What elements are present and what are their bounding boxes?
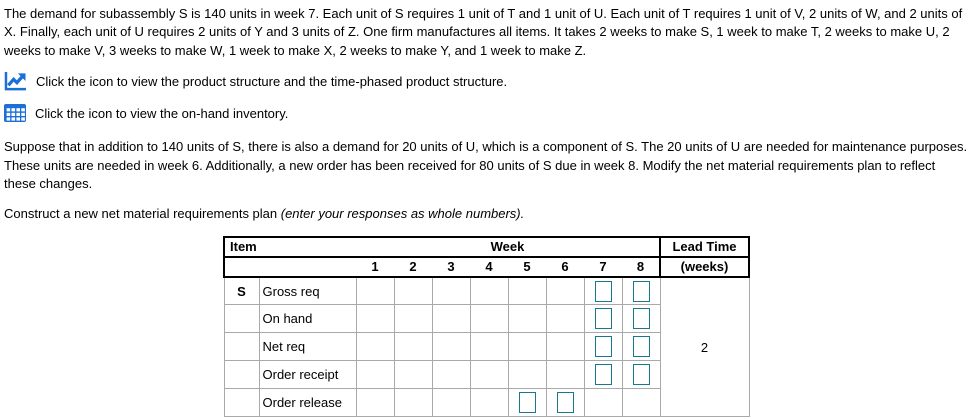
on-hand-week-4-cell: [469, 304, 509, 334]
input-net-req-week-8[interactable]: [632, 336, 650, 358]
instruction-text: Construct a new net material requirement…: [4, 205, 969, 223]
input-order-receipt-week-7[interactable]: [594, 364, 612, 386]
order-release-week-6-cell: [545, 388, 585, 417]
order-release-week-2-cell: [393, 388, 433, 417]
on-hand-week-3-cell: [431, 304, 471, 334]
problem-statement: The demand for subassembly S is 140 unit…: [4, 6, 963, 58]
gross-req-week-8-cell: [621, 276, 661, 306]
input-order-release-week-5[interactable]: [518, 392, 536, 414]
order-release-week-4-cell: [469, 388, 509, 417]
net-req-week-5-cell: [507, 332, 547, 362]
row-label-order-release: Order release: [258, 388, 357, 417]
inventory-grid-icon: [4, 104, 26, 123]
item-cell-empty: [223, 304, 260, 334]
on-hand-week-2-cell: [393, 304, 433, 334]
week-number-header: 8: [622, 256, 660, 278]
net-req-week-4-cell: [469, 332, 509, 362]
lead-time-value: 2: [659, 276, 750, 417]
week-number-header: 6: [546, 256, 584, 278]
product-structure-link-text: Click the icon to view the product struc…: [36, 73, 508, 89]
mrp-table-body: S Gross req 2 On hand Net req Order receipt Or…: [223, 276, 750, 417]
on-hand-week-8-cell: [621, 304, 661, 334]
lead-time-header: Lead Time: [659, 235, 750, 258]
order-receipt-week-5-cell: [507, 360, 547, 390]
row-label-net-req: Net req: [258, 332, 357, 362]
input-order-release-week-6[interactable]: [556, 392, 574, 414]
mrp-table-container: Item Week Lead Time 1 2 3 4 5 6 7 8 (wee…: [223, 235, 969, 417]
net-req-week-8-cell: [621, 332, 661, 362]
order-receipt-week-3-cell: [431, 360, 471, 390]
gross-req-week-6-cell: [545, 276, 585, 306]
order-receipt-week-6-cell: [545, 360, 585, 390]
product-structure-link-row: Click the icon to view the product struc…: [4, 70, 969, 92]
order-receipt-week-7-cell: [583, 360, 623, 390]
week-number-header: 1: [356, 256, 394, 278]
row-label-gross-req: Gross req: [258, 276, 357, 306]
gross-req-week-5-cell: [507, 276, 547, 306]
lead-time-unit-header: (weeks): [659, 256, 750, 278]
table-header-row-2: 1 2 3 4 5 6 7 8 (weeks): [223, 256, 750, 278]
line-chart-icon: [4, 72, 26, 91]
order-receipt-week-2-cell: [393, 360, 433, 390]
order-release-week-7-cell: [583, 388, 623, 417]
input-gross-req-week-8[interactable]: [632, 280, 650, 302]
input-net-req-week-7[interactable]: [594, 336, 612, 358]
instruction-main: Construct a new net material requirement…: [4, 206, 281, 222]
gross-req-week-1-cell: [355, 276, 395, 306]
table-row: S Gross req 2: [223, 276, 750, 417]
week-number-header: 7: [584, 256, 622, 278]
gross-req-week-4-cell: [469, 276, 509, 306]
scenario-text: Suppose that in addition to 140 units of…: [4, 139, 968, 192]
order-receipt-week-1-cell: [355, 360, 395, 390]
gross-req-week-3-cell: [431, 276, 471, 306]
week-number-header: 4: [470, 256, 508, 278]
net-req-week-2-cell: [393, 332, 433, 362]
gross-req-week-2-cell: [393, 276, 433, 306]
instruction-note: (enter your responses as whole numbers).: [280, 206, 525, 222]
on-hand-week-1-cell: [355, 304, 395, 334]
table-header-row-1: Item Week Lead Time: [223, 235, 750, 258]
net-req-week-3-cell: [431, 332, 471, 362]
inventory-link-row: Click the icon to view the on-hand inven…: [4, 102, 969, 124]
product-structure-icon-button[interactable]: [4, 71, 27, 91]
row-label-on-hand: On hand: [258, 304, 357, 334]
row-label-order-receipt: Order receipt: [258, 360, 357, 390]
order-receipt-week-8-cell: [621, 360, 661, 390]
input-order-receipt-week-8[interactable]: [632, 364, 650, 386]
table-row: Order receipt: [223, 360, 749, 390]
input-on-hand-week-8[interactable]: [632, 308, 650, 330]
net-req-week-7-cell: [583, 332, 623, 362]
week-number-header: 2: [394, 256, 432, 278]
order-release-week-3-cell: [431, 388, 471, 417]
on-hand-week-5-cell: [507, 304, 547, 334]
week-header: Week: [356, 235, 660, 258]
item-cell-empty: [223, 332, 260, 362]
header-spacer: [223, 256, 356, 278]
item-cell-empty: [223, 360, 260, 390]
order-release-week-8-cell: [621, 388, 661, 417]
order-release-week-1-cell: [355, 388, 395, 417]
mrp-table: Item Week Lead Time 1 2 3 4 5 6 7 8 (wee…: [223, 235, 750, 417]
order-release-week-5-cell: [507, 388, 547, 417]
input-on-hand-week-7[interactable]: [594, 308, 612, 330]
table-row: On hand: [223, 304, 749, 334]
net-req-week-1-cell: [355, 332, 395, 362]
week-number-header: 3: [432, 256, 470, 278]
inventory-link-text: Click the icon to view the on-hand inven…: [35, 105, 289, 121]
on-hand-week-7-cell: [583, 304, 623, 334]
item-label: S: [223, 276, 260, 306]
order-receipt-week-4-cell: [469, 360, 509, 390]
on-hand-week-6-cell: [545, 304, 585, 334]
item-header: Item: [223, 235, 356, 258]
net-req-week-6-cell: [545, 332, 585, 362]
gross-req-week-7-cell: [583, 276, 623, 306]
week-number-header: 5: [508, 256, 546, 278]
input-gross-req-week-7[interactable]: [594, 280, 612, 302]
item-cell-empty: [223, 388, 260, 417]
inventory-icon-button[interactable]: [4, 104, 26, 123]
table-row: Net req: [223, 332, 749, 362]
